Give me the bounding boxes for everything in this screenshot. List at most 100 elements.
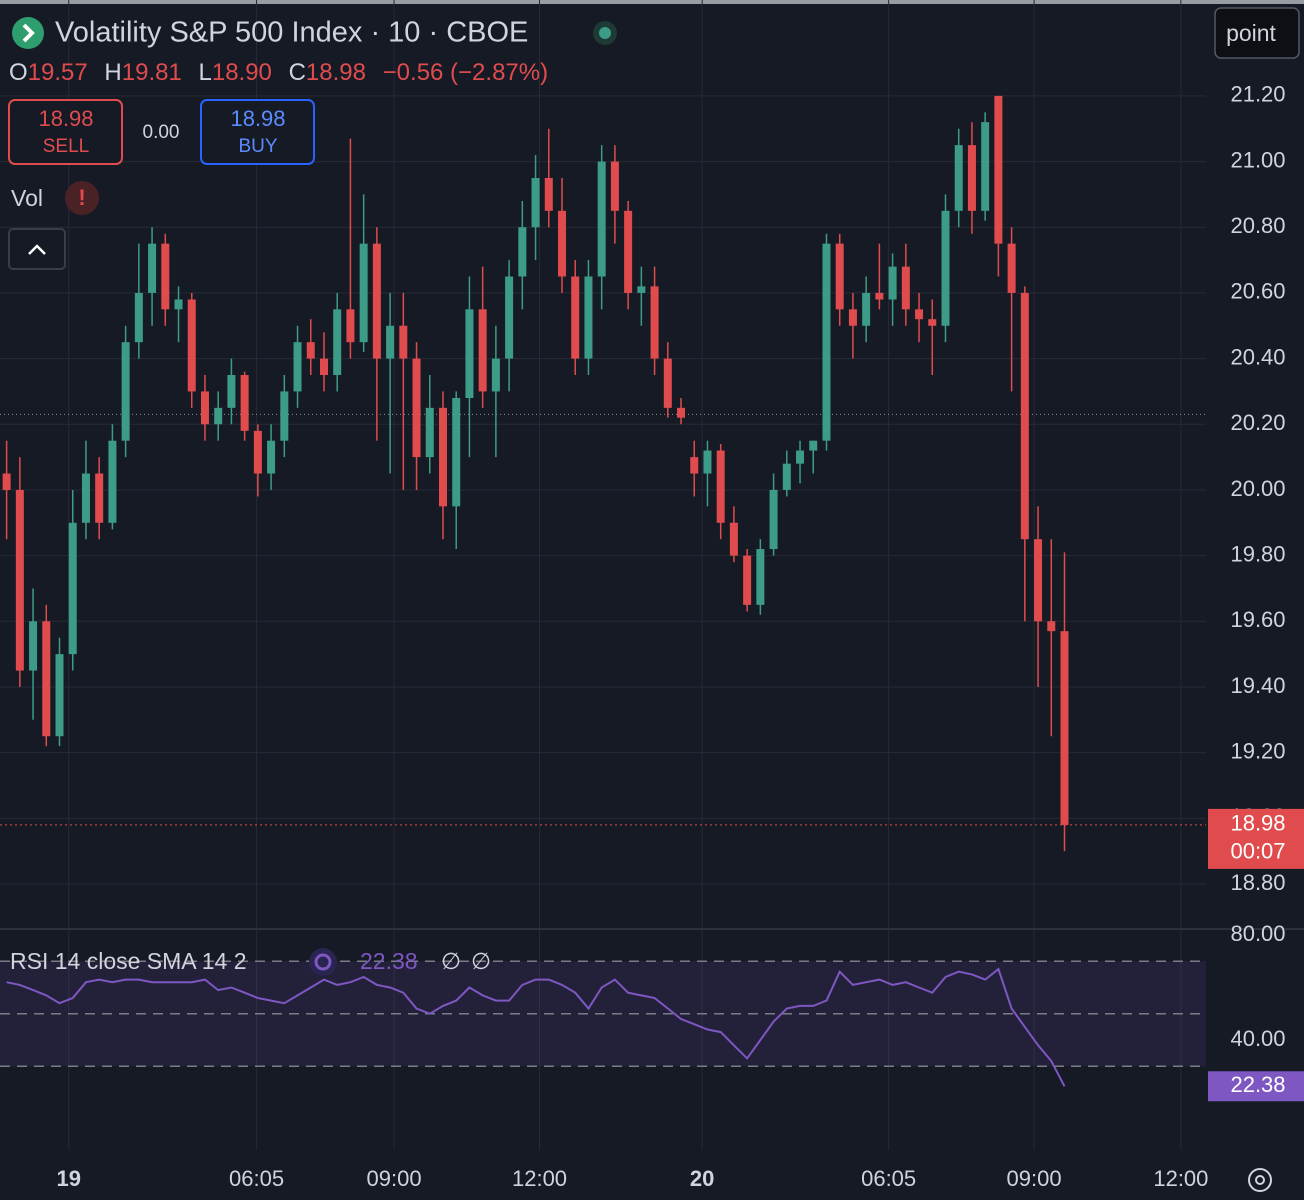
candle-body	[68, 522, 77, 655]
buy-label: BUY	[238, 136, 277, 157]
y-tick-label: 20.00	[1230, 476, 1285, 501]
last-price-label: 18.98	[1230, 811, 1285, 836]
x-tick-label: 20	[690, 1166, 714, 1191]
candle-body	[663, 358, 672, 408]
warning-icon[interactable]	[65, 181, 99, 215]
candle-body	[915, 309, 924, 320]
collapse-icon	[28, 244, 46, 255]
candle-body	[981, 122, 990, 211]
rsi-null-symbol: ∅	[441, 948, 461, 974]
candle-body	[782, 463, 791, 490]
change: −0.56 (−2.87%)	[383, 59, 548, 86]
y-tick-label: 20.20	[1230, 410, 1285, 435]
candle-body	[558, 210, 567, 277]
y-tick-label: 20.60	[1230, 279, 1285, 304]
candle-body	[306, 342, 315, 359]
y-tick-label: 18.80	[1230, 870, 1285, 895]
rsi-legend-value: 22.38	[360, 948, 418, 974]
y-tick-label: 20.40	[1230, 344, 1285, 369]
buy-price: 18.98	[230, 106, 285, 131]
candle-body	[425, 407, 434, 458]
candle-body	[55, 654, 64, 737]
candle-body	[240, 375, 249, 431]
ohlc-value: 18.98	[306, 59, 366, 86]
buy-button[interactable]	[200, 99, 315, 165]
candle-body	[848, 309, 857, 326]
candle-body	[954, 145, 963, 211]
top-border	[0, 0, 1304, 4]
candle-body	[1020, 292, 1029, 540]
candle-body	[703, 450, 712, 474]
candle-body	[967, 145, 976, 211]
candle-body	[491, 358, 500, 392]
candle-body	[928, 319, 937, 326]
candle-body	[412, 358, 421, 458]
ohlc-key: C	[289, 59, 306, 86]
x-tick-label: 19	[57, 1166, 81, 1191]
candle-body	[610, 161, 619, 211]
candle-body	[200, 391, 209, 425]
candle-body	[108, 440, 117, 523]
ohlc-value: 19.81	[122, 59, 182, 86]
sell-price: 18.98	[38, 106, 93, 131]
candle-body	[729, 522, 738, 556]
candle-body	[571, 276, 580, 359]
candle-body	[584, 276, 593, 359]
x-tick-label: 09:00	[367, 1166, 422, 1191]
candle-body	[716, 450, 725, 523]
candle-body	[121, 342, 130, 441]
spread: 0.00	[143, 122, 180, 143]
sell-button[interactable]	[8, 99, 123, 165]
candle-body	[756, 549, 765, 605]
candle-body	[875, 292, 884, 300]
candle-body	[280, 391, 289, 441]
candle-body	[465, 309, 474, 398]
mode-button-label: point	[1226, 20, 1276, 46]
candle-body	[253, 430, 262, 474]
candle-body	[148, 243, 157, 293]
candle-body	[888, 266, 897, 300]
rsi-value-label: 22.38	[1230, 1072, 1285, 1097]
settings-icon[interactable]	[1248, 1168, 1272, 1192]
x-tick-label: 09:00	[1007, 1166, 1062, 1191]
collapse-button[interactable]	[8, 228, 66, 270]
y-tick-label: 19.80	[1230, 541, 1285, 566]
candle-body	[2, 473, 11, 490]
last-price-box	[1208, 808, 1304, 869]
candle-body	[994, 95, 1003, 244]
y-tick-label: 21.20	[1230, 82, 1285, 107]
mode-button[interactable]	[1214, 7, 1300, 59]
candle-body	[293, 342, 302, 392]
candle-body	[174, 299, 183, 310]
ohlc-key: L	[198, 59, 211, 86]
candle-body	[941, 210, 950, 326]
candle-body	[227, 375, 236, 408]
grid	[0, 0, 1304, 1150]
x-tick-label: 12:00	[512, 1166, 567, 1191]
y-tick-label: 19.60	[1230, 607, 1285, 632]
candle-body	[372, 243, 381, 359]
ohlc-legend: O19.57 H19.81 L18.90 C18.98 −0.56 (−2.87…	[9, 59, 548, 86]
rsi-refresh-icon[interactable]	[309, 948, 337, 976]
candle-body	[319, 358, 328, 376]
candle-body	[1007, 243, 1016, 293]
candle-body	[835, 243, 844, 310]
rsi-null-symbol: ∅	[471, 948, 491, 974]
candle-body	[452, 397, 461, 507]
candle-body	[214, 407, 223, 425]
candle-body	[386, 325, 395, 359]
candle-body	[161, 243, 170, 310]
rsi-refresh-glyph	[314, 953, 332, 971]
candle-body	[690, 457, 699, 474]
candle-body	[597, 161, 606, 277]
y-tick-label: 19.20	[1230, 738, 1285, 763]
candle-body	[862, 292, 871, 326]
candle-body	[346, 309, 355, 343]
candle-body	[544, 177, 553, 211]
candle-body	[438, 407, 447, 507]
symbol-icon[interactable]	[12, 17, 44, 49]
candle-body	[1060, 631, 1069, 825]
candle-body	[478, 309, 487, 392]
marks: 19 06:05 09:00 12:00 20 06:05 09:00 12:00 18.80 1…	[0, 82, 1304, 1191]
